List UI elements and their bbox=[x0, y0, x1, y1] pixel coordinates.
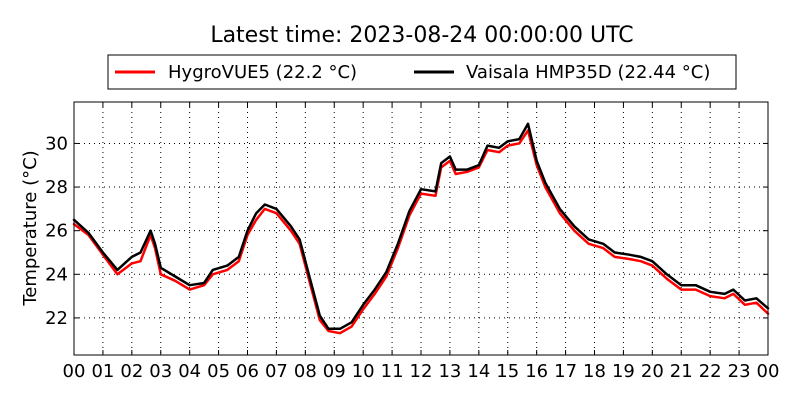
x-tick-label: 10 bbox=[352, 361, 375, 382]
y-tick-label: 30 bbox=[45, 133, 68, 154]
x-tick-label: 11 bbox=[381, 361, 404, 382]
y-tick-label: 22 bbox=[45, 308, 68, 329]
x-tick-label: 09 bbox=[323, 361, 346, 382]
axis-ticks: 00 01 02 03 04 05 06 07 08 09 10 11 12 13 14 15 16 17 18 19… bbox=[45, 102, 779, 382]
x-tick-label: 12 bbox=[410, 361, 433, 382]
y-tick-label: 28 bbox=[45, 177, 68, 198]
x-tick-label: 05 bbox=[207, 361, 230, 382]
x-tick-label: 22 bbox=[699, 361, 722, 382]
legend-label-vaisala: Vaisala HMP35D (22.44 °C) bbox=[466, 62, 710, 83]
x-tick-label: 03 bbox=[149, 361, 172, 382]
x-tick-label: 21 bbox=[670, 361, 693, 382]
x-tick-label: 16 bbox=[525, 361, 548, 382]
x-tick-label: 14 bbox=[467, 361, 490, 382]
x-tick-label: 20 bbox=[641, 361, 664, 382]
x-tick-label: 04 bbox=[178, 361, 201, 382]
grid bbox=[74, 102, 768, 355]
series-lines bbox=[72, 122, 770, 335]
series-line-vaisala bbox=[72, 122, 770, 331]
y-axis-label: Temperature (°C) bbox=[20, 150, 41, 306]
legend: HygroVUE5 (22.2 °C) Vaisala HMP35D (22.4… bbox=[107, 54, 737, 90]
x-tick-label: 01 bbox=[91, 361, 114, 382]
x-tick-label: 07 bbox=[265, 361, 288, 382]
x-tick-label: 18 bbox=[583, 361, 606, 382]
x-tick-label: 00 bbox=[757, 361, 780, 382]
x-tick-label: 15 bbox=[496, 361, 519, 382]
y-tick-label: 26 bbox=[45, 221, 68, 242]
legend-label-hygrovue5: HygroVUE5 (22.2 °C) bbox=[168, 62, 357, 83]
x-tick-label: 06 bbox=[236, 361, 259, 382]
x-tick-label: 00 bbox=[63, 361, 86, 382]
series-line-hygrovue5 bbox=[72, 129, 770, 335]
x-tick-label: 23 bbox=[728, 361, 751, 382]
chart-title: Latest time: 2023-08-24 00:00:00 UTC bbox=[210, 23, 633, 48]
x-tick-label: 02 bbox=[120, 361, 143, 382]
x-tick-label: 08 bbox=[294, 361, 317, 382]
y-tick-label: 24 bbox=[45, 264, 68, 285]
x-tick-label: 17 bbox=[554, 361, 577, 382]
x-tick-label: 13 bbox=[438, 361, 461, 382]
x-tick-label: 19 bbox=[612, 361, 635, 382]
